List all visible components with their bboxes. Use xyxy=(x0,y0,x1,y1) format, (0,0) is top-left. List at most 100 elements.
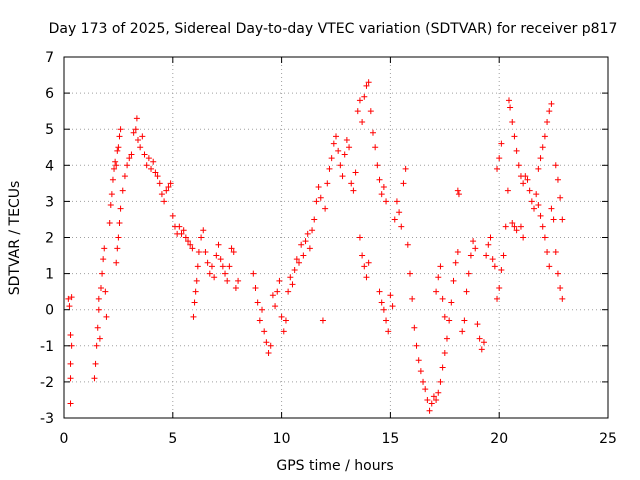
data-point xyxy=(483,252,490,259)
y-tick-label: -3 xyxy=(40,411,54,427)
data-point xyxy=(430,393,437,400)
data-point xyxy=(141,151,148,158)
data-point xyxy=(313,198,320,205)
data-point xyxy=(150,158,157,165)
data-point xyxy=(152,169,159,176)
data-point xyxy=(389,303,396,310)
data-point xyxy=(356,97,363,104)
data-point xyxy=(293,256,300,263)
data-point xyxy=(252,285,259,292)
data-point xyxy=(467,252,474,259)
data-point xyxy=(208,263,215,270)
data-point xyxy=(511,223,518,230)
data-point xyxy=(96,335,103,342)
data-point xyxy=(282,317,289,324)
data-point xyxy=(139,133,146,140)
data-point xyxy=(187,241,194,248)
data-point xyxy=(67,375,74,382)
data-point xyxy=(380,306,387,313)
data-point xyxy=(113,162,120,169)
data-point xyxy=(202,248,209,255)
y-tick-label: 2 xyxy=(45,231,54,247)
data-point xyxy=(121,173,128,180)
data-point xyxy=(461,317,468,324)
data-point xyxy=(385,328,392,335)
data-point xyxy=(269,292,276,299)
data-point xyxy=(106,220,113,227)
data-point xyxy=(114,147,121,154)
data-point xyxy=(422,386,429,393)
data-point xyxy=(393,198,400,205)
data-point xyxy=(226,263,233,270)
data-point xyxy=(191,299,198,306)
data-point xyxy=(531,205,538,212)
data-point xyxy=(267,342,274,349)
data-point xyxy=(387,292,394,299)
data-point xyxy=(126,155,133,162)
data-point xyxy=(190,313,197,320)
data-point xyxy=(437,378,444,385)
data-point xyxy=(522,173,529,180)
data-point xyxy=(291,266,298,273)
data-point xyxy=(441,313,448,320)
data-point xyxy=(455,191,462,198)
data-point xyxy=(109,176,116,183)
data-point xyxy=(130,129,137,136)
data-point xyxy=(559,216,566,223)
data-point xyxy=(378,299,385,306)
data-point xyxy=(169,212,176,219)
data-point xyxy=(103,313,110,320)
data-point xyxy=(426,407,433,414)
data-point xyxy=(417,368,424,375)
data-point xyxy=(476,335,483,342)
data-point xyxy=(346,144,353,151)
data-point xyxy=(339,173,346,180)
x-tick-label: 5 xyxy=(168,431,177,447)
data-point xyxy=(306,245,313,252)
data-point xyxy=(470,238,477,245)
data-point xyxy=(111,165,118,172)
data-point xyxy=(400,180,407,187)
data-point xyxy=(491,263,498,270)
data-point xyxy=(513,227,520,234)
data-point xyxy=(361,263,368,270)
data-point xyxy=(97,285,104,292)
data-point xyxy=(439,364,446,371)
data-point xyxy=(411,324,418,331)
data-point xyxy=(99,270,106,277)
data-point xyxy=(478,346,485,353)
data-point xyxy=(452,259,459,266)
data-point xyxy=(459,328,466,335)
data-point xyxy=(535,165,542,172)
data-point xyxy=(330,140,337,147)
data-point xyxy=(232,285,239,292)
data-point xyxy=(309,227,316,234)
data-point xyxy=(404,241,411,248)
data-point xyxy=(91,375,98,382)
data-point xyxy=(526,187,533,194)
data-point xyxy=(435,274,442,281)
data-point xyxy=(194,263,201,270)
data-point xyxy=(117,205,124,212)
data-point xyxy=(108,191,115,198)
data-point xyxy=(437,263,444,270)
data-point xyxy=(337,162,344,169)
data-point xyxy=(528,198,535,205)
data-point xyxy=(413,342,420,349)
data-point xyxy=(559,295,566,302)
data-point xyxy=(372,144,379,151)
x-tick-label: 0 xyxy=(60,431,69,447)
data-point xyxy=(324,180,331,187)
data-point xyxy=(557,285,564,292)
data-point xyxy=(554,270,561,277)
data-point xyxy=(250,270,257,277)
data-point xyxy=(367,108,374,115)
data-point xyxy=(537,212,544,219)
data-point xyxy=(505,97,512,104)
data-point xyxy=(128,151,135,158)
data-point xyxy=(524,176,531,183)
data-point xyxy=(158,191,165,198)
data-point xyxy=(509,220,516,227)
data-point xyxy=(361,93,368,100)
data-point xyxy=(546,108,553,115)
